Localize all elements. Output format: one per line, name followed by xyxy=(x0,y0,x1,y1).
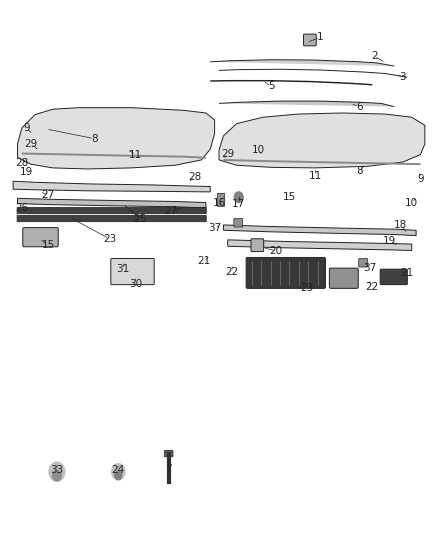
FancyBboxPatch shape xyxy=(217,193,225,206)
FancyBboxPatch shape xyxy=(246,257,325,288)
Text: 22: 22 xyxy=(226,267,239,277)
Text: 26: 26 xyxy=(15,203,28,213)
Text: 25: 25 xyxy=(134,214,147,223)
Text: 15: 15 xyxy=(42,240,55,250)
Circle shape xyxy=(112,464,125,480)
Text: 8: 8 xyxy=(356,166,363,175)
Text: 37: 37 xyxy=(364,263,377,272)
PathPatch shape xyxy=(210,60,394,66)
Text: 33: 33 xyxy=(50,465,64,475)
Text: 31: 31 xyxy=(116,264,129,274)
Circle shape xyxy=(53,470,61,481)
Text: 23: 23 xyxy=(300,283,313,293)
Text: 20: 20 xyxy=(269,246,283,255)
FancyBboxPatch shape xyxy=(251,239,264,252)
Text: 30: 30 xyxy=(129,279,142,288)
Text: 29: 29 xyxy=(24,139,37,149)
Text: 10: 10 xyxy=(252,146,265,155)
Text: 9: 9 xyxy=(23,123,30,133)
PathPatch shape xyxy=(18,108,215,169)
Circle shape xyxy=(49,462,65,481)
Text: 22: 22 xyxy=(366,282,379,292)
PathPatch shape xyxy=(13,181,210,192)
Text: 21: 21 xyxy=(197,256,210,266)
Text: 11: 11 xyxy=(129,150,142,159)
Text: 3: 3 xyxy=(399,72,406,82)
Text: 7: 7 xyxy=(165,464,172,474)
Text: 28: 28 xyxy=(188,172,201,182)
Text: 37: 37 xyxy=(208,223,221,233)
Text: 18: 18 xyxy=(394,220,407,230)
FancyBboxPatch shape xyxy=(111,259,154,285)
FancyBboxPatch shape xyxy=(164,450,173,457)
FancyBboxPatch shape xyxy=(234,219,243,227)
Text: 17: 17 xyxy=(232,199,245,208)
Text: 9: 9 xyxy=(417,174,424,183)
FancyBboxPatch shape xyxy=(380,269,407,285)
PathPatch shape xyxy=(18,198,206,208)
Circle shape xyxy=(234,192,243,203)
FancyBboxPatch shape xyxy=(23,228,58,247)
PathPatch shape xyxy=(219,113,425,168)
PathPatch shape xyxy=(223,225,416,236)
FancyBboxPatch shape xyxy=(359,259,367,267)
FancyBboxPatch shape xyxy=(329,268,358,288)
Text: 11: 11 xyxy=(309,171,322,181)
PathPatch shape xyxy=(219,101,394,107)
Text: 19: 19 xyxy=(20,167,33,176)
Text: 24: 24 xyxy=(112,465,125,475)
Text: 19: 19 xyxy=(383,236,396,246)
Text: 5: 5 xyxy=(268,82,275,91)
Text: 2: 2 xyxy=(371,51,378,61)
PathPatch shape xyxy=(228,240,412,251)
FancyBboxPatch shape xyxy=(304,34,316,46)
Text: 28: 28 xyxy=(15,158,28,167)
Text: 8: 8 xyxy=(91,134,98,143)
Text: 21: 21 xyxy=(401,268,414,278)
Text: 27: 27 xyxy=(42,190,55,199)
Circle shape xyxy=(115,471,122,480)
Text: 6: 6 xyxy=(356,102,363,111)
Text: 27: 27 xyxy=(164,206,177,215)
FancyBboxPatch shape xyxy=(17,215,206,222)
Text: 23: 23 xyxy=(103,234,116,244)
Text: 10: 10 xyxy=(405,198,418,207)
Text: 29: 29 xyxy=(221,149,234,158)
Text: 16: 16 xyxy=(212,198,226,207)
Text: 15: 15 xyxy=(283,192,296,202)
Text: 1: 1 xyxy=(316,33,323,42)
FancyBboxPatch shape xyxy=(17,207,206,214)
